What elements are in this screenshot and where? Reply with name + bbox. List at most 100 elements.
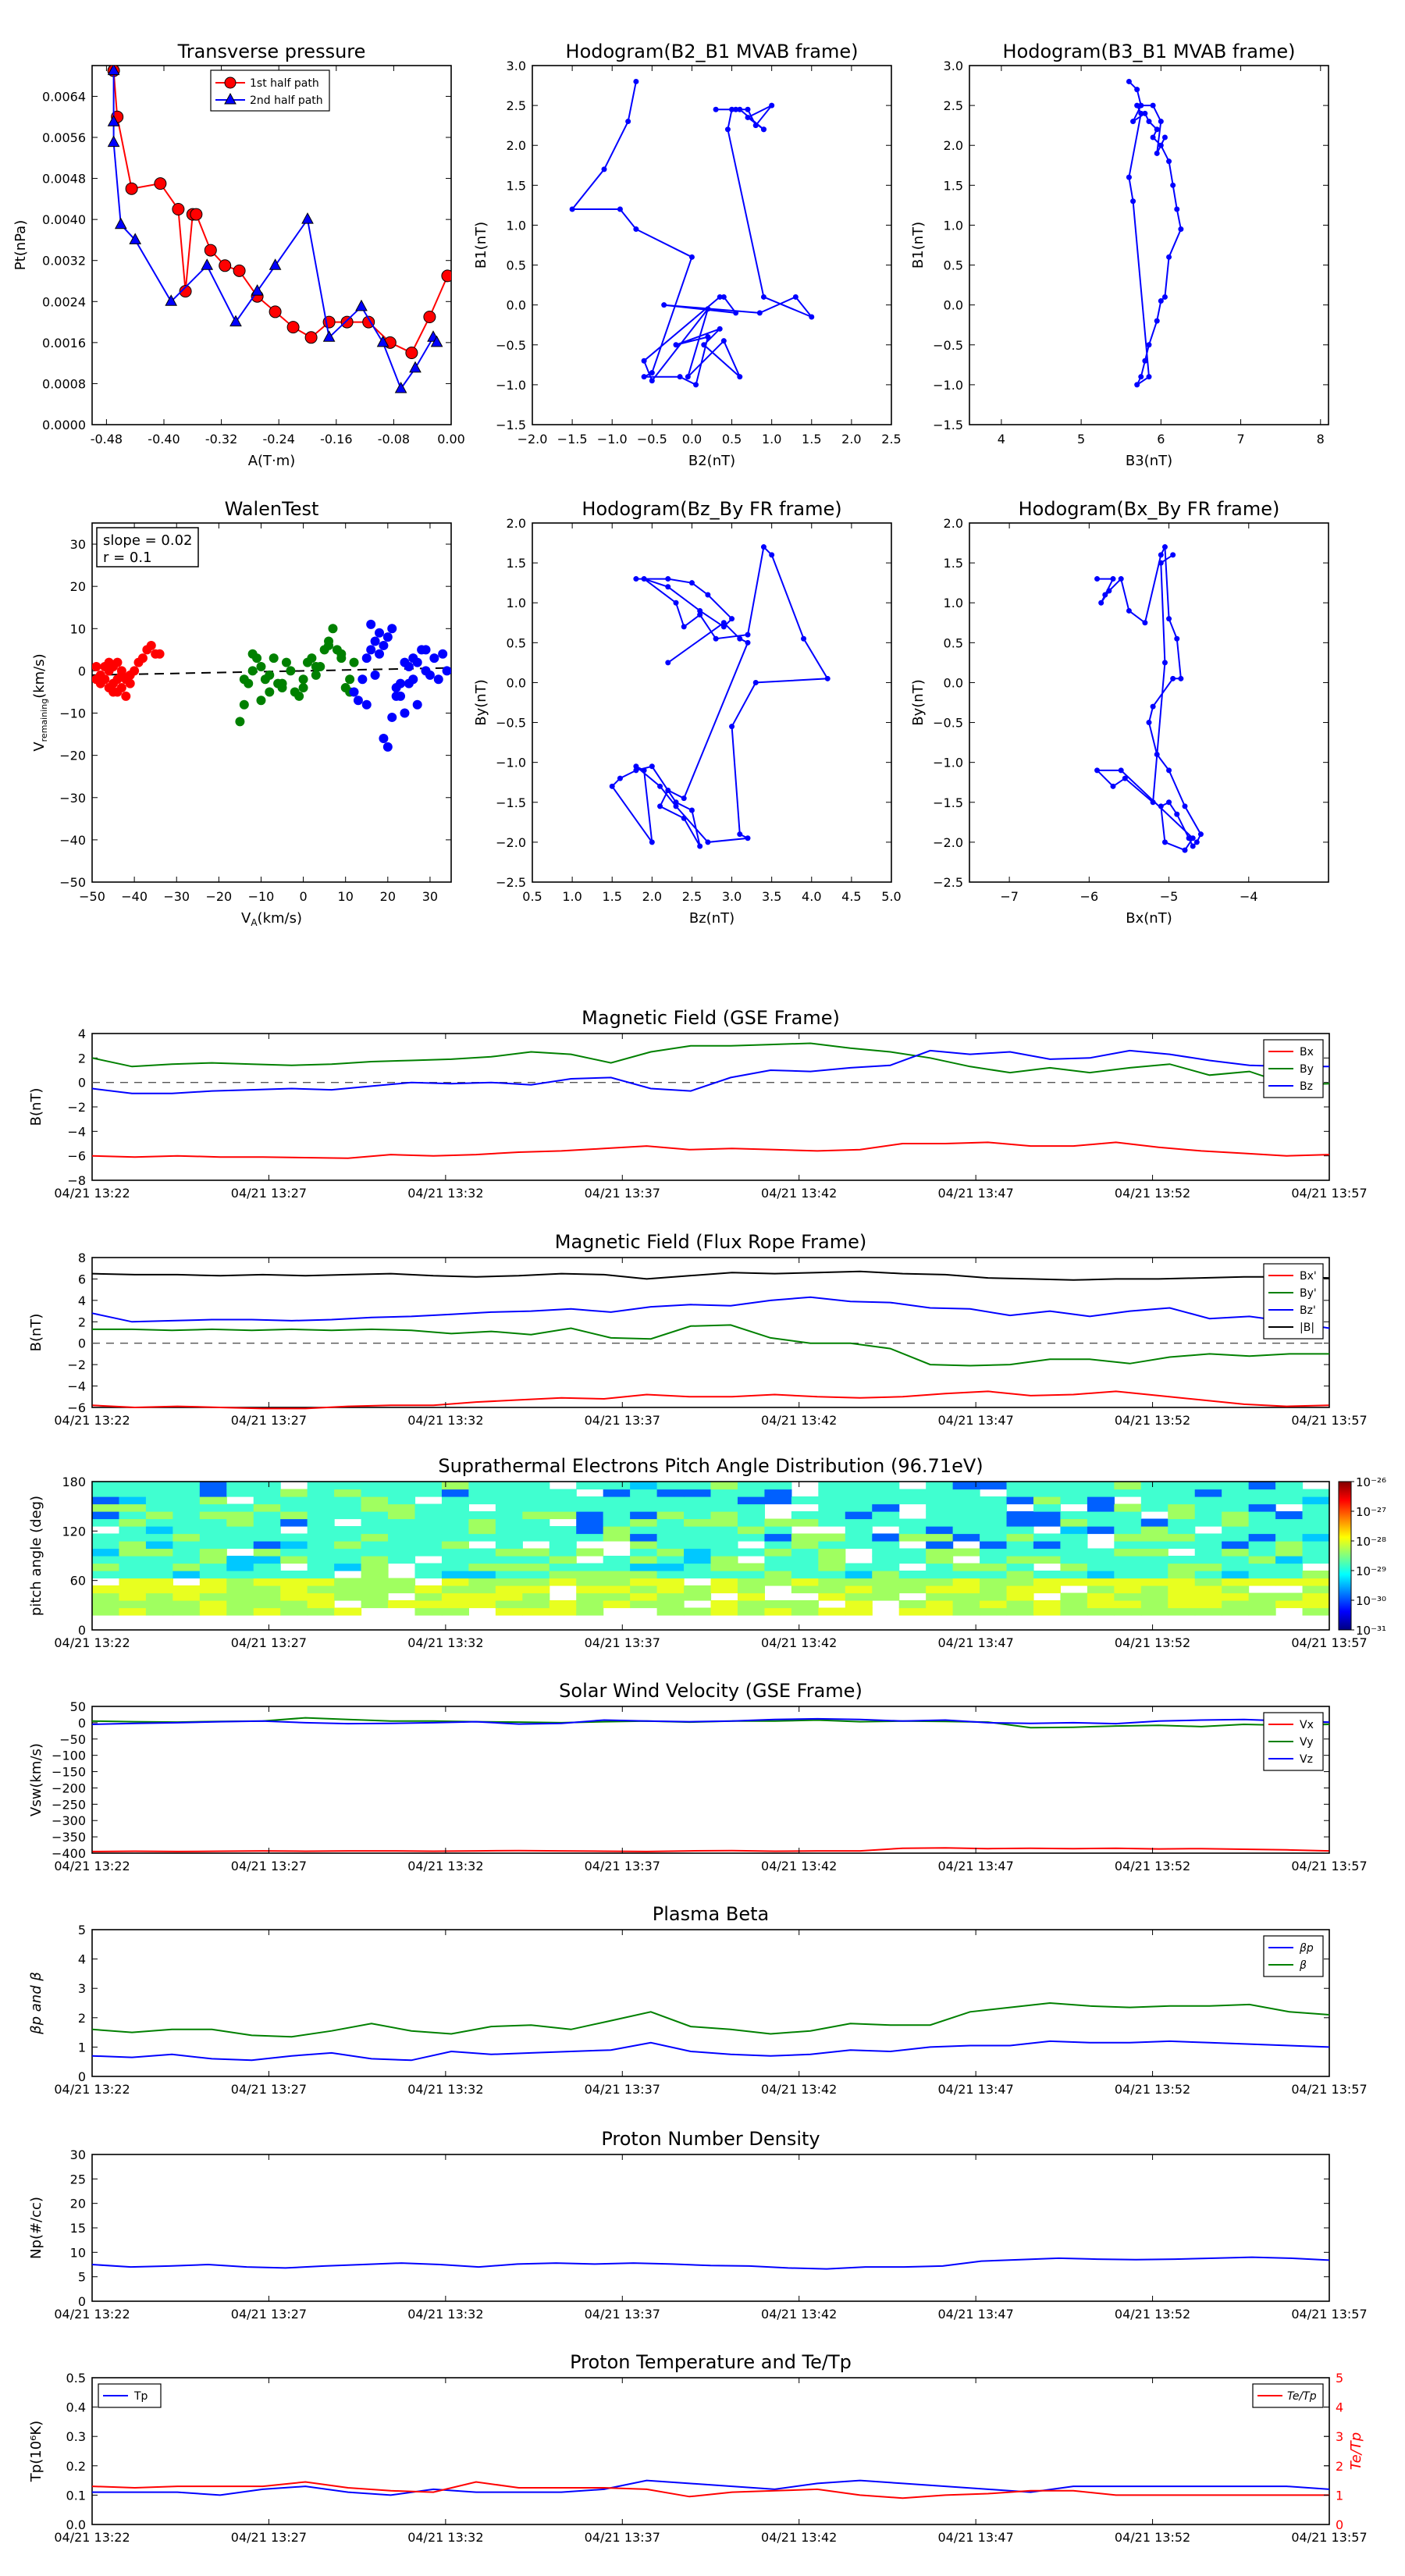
pad-cell xyxy=(522,1533,550,1542)
pad-cell xyxy=(764,1541,792,1550)
pad-cell xyxy=(980,1533,1008,1542)
dot-marker xyxy=(673,600,679,606)
pad-cell xyxy=(199,1482,227,1490)
pad-cell xyxy=(307,1541,335,1550)
pad-cell xyxy=(791,1578,819,1586)
pad-cell xyxy=(199,1563,227,1571)
legend-label: Vy xyxy=(1300,1736,1314,1749)
h2-ylabel: B1(nT) xyxy=(910,222,927,269)
walen-tick-label: −50 xyxy=(79,889,105,904)
pad-cell xyxy=(872,1563,900,1571)
pad-cell xyxy=(522,1585,550,1594)
tp_ratio-tick-label: 0.2 xyxy=(66,2459,86,2474)
triangle-marker xyxy=(229,315,242,327)
pad-cell xyxy=(468,1489,496,1497)
dot-marker xyxy=(1174,811,1180,817)
pad-cell xyxy=(845,1585,873,1594)
legend-label: Vz xyxy=(1300,1753,1313,1766)
pad-cell xyxy=(926,1496,954,1505)
walen-point xyxy=(357,674,368,685)
beta-time-label: 04/21 13:52 xyxy=(1115,2082,1190,2097)
pad-cell xyxy=(576,1571,604,1579)
pad-cell xyxy=(280,1503,308,1512)
pad-cell xyxy=(334,1556,362,1564)
pad-cell xyxy=(603,1556,631,1564)
walen-point xyxy=(311,670,321,680)
mf_gse-line-By xyxy=(91,1042,1330,1086)
pad-cell xyxy=(1302,1607,1330,1616)
legend-label: By xyxy=(1300,1063,1314,1076)
pad-cell xyxy=(199,1548,227,1557)
circle-marker xyxy=(233,264,246,277)
pad-cell xyxy=(226,1556,254,1564)
pad-cell xyxy=(226,1571,254,1579)
annotation-box xyxy=(96,527,199,568)
pad-cell xyxy=(253,1518,281,1527)
mf_gse-ylabel: B(nT) xyxy=(28,1088,44,1126)
pad-cell xyxy=(1248,1496,1276,1505)
tp_ratio-tick-label: 0.1 xyxy=(66,2488,86,2503)
pad-cell xyxy=(1194,1556,1222,1564)
pad-cell xyxy=(307,1556,335,1564)
dot-marker xyxy=(1154,318,1160,324)
pad-cell xyxy=(1060,1489,1088,1497)
walen-tick-label: −30 xyxy=(59,791,86,806)
pad-cell xyxy=(1168,1563,1196,1571)
pad-cell xyxy=(253,1489,281,1497)
h2-tick-label: 3.0 xyxy=(944,59,963,73)
pad-cell xyxy=(684,1592,712,1601)
walen-point xyxy=(256,662,266,671)
tp_ratio-ylabel: Tp(10⁶K) xyxy=(28,2421,44,2482)
dot-marker xyxy=(720,624,727,630)
pad-cell xyxy=(468,1563,496,1571)
h2-title: Hodogram(B3_B1 MVAB frame) xyxy=(1003,41,1296,62)
walen-title: WalenTest xyxy=(225,498,319,520)
walen-tick-label: −30 xyxy=(163,889,190,904)
dot-marker xyxy=(681,815,687,821)
pad-cell xyxy=(307,1571,335,1579)
walen-point xyxy=(328,624,338,634)
pad-cell xyxy=(280,1600,308,1609)
dot-marker xyxy=(1161,660,1168,666)
dot-marker xyxy=(1178,226,1184,233)
pad-cell xyxy=(1087,1511,1115,1520)
dot-marker xyxy=(693,382,699,388)
pad-cell xyxy=(468,1496,496,1505)
triangle-marker xyxy=(394,381,407,393)
pad-cell xyxy=(630,1541,658,1550)
pad-cell xyxy=(1248,1578,1276,1586)
pad-cell xyxy=(441,1541,469,1550)
pad-cell xyxy=(952,1503,980,1512)
pad-cell xyxy=(1060,1541,1088,1550)
pad-cell xyxy=(495,1518,523,1527)
pad-cell xyxy=(603,1600,631,1609)
walen-point xyxy=(349,687,359,697)
pad-cell xyxy=(1060,1600,1088,1609)
walen-tick-label: −10 xyxy=(248,889,275,904)
pad-cell xyxy=(92,1556,120,1564)
pad-cell xyxy=(791,1511,819,1520)
pad-cell xyxy=(119,1600,147,1609)
pad-cell xyxy=(495,1482,523,1490)
dot-marker xyxy=(1142,620,1148,626)
pad-cell xyxy=(1060,1548,1088,1557)
dot-marker xyxy=(801,635,807,642)
pad-cell xyxy=(764,1526,792,1535)
pad-cell xyxy=(1194,1541,1222,1550)
pad-cell xyxy=(684,1548,712,1557)
pad-cell xyxy=(1302,1526,1330,1535)
walen-tick-label: −40 xyxy=(121,889,148,904)
walen-point xyxy=(298,683,308,693)
pad-cell xyxy=(119,1496,147,1505)
pad-cell xyxy=(1140,1563,1168,1571)
pad-cell xyxy=(872,1511,900,1520)
pad-cell xyxy=(656,1548,685,1557)
dot-marker xyxy=(737,106,743,112)
pad-cell xyxy=(952,1571,980,1579)
pad-cell xyxy=(280,1607,308,1616)
dot-marker xyxy=(1146,720,1152,726)
pad-cell xyxy=(1302,1541,1330,1550)
walen-point xyxy=(116,666,126,676)
dot-marker xyxy=(697,612,703,618)
